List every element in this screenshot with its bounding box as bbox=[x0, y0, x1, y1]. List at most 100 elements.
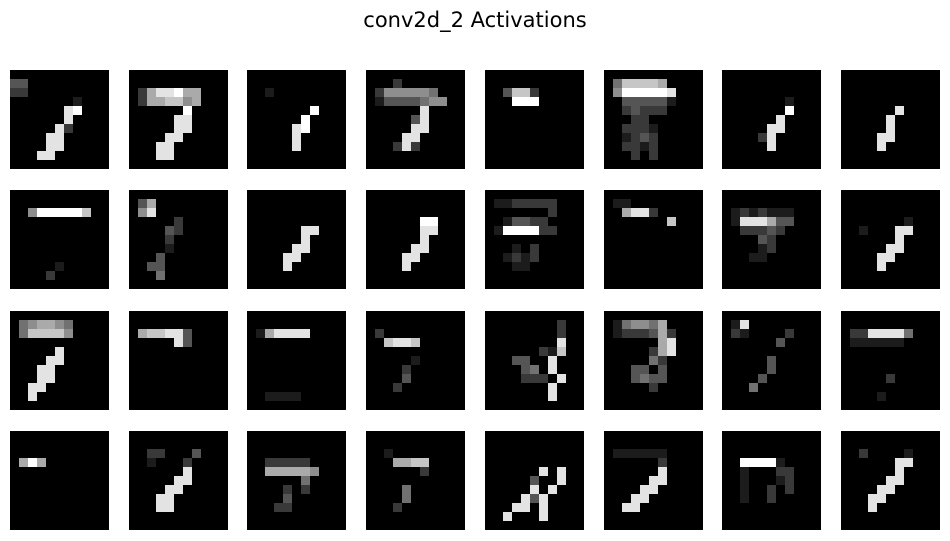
activation-pixel bbox=[785, 142, 794, 151]
activation-pixel bbox=[366, 115, 375, 124]
activation-pixel bbox=[640, 115, 649, 124]
activation-pixel bbox=[931, 512, 940, 521]
activation-pixel bbox=[366, 392, 375, 401]
activation-pixel bbox=[64, 199, 73, 208]
activation-pixel bbox=[841, 190, 850, 199]
activation-pixel bbox=[37, 79, 46, 88]
activation-pixel bbox=[384, 70, 393, 79]
activation-pixel bbox=[310, 374, 319, 383]
activation-pixel bbox=[640, 476, 649, 485]
activation-pixel bbox=[877, 383, 886, 392]
activation-pixel bbox=[731, 521, 740, 530]
activation-pixel bbox=[503, 70, 512, 79]
activation-pixel bbox=[485, 467, 494, 476]
activation-pixel bbox=[156, 142, 165, 151]
activation-pixel bbox=[812, 106, 821, 115]
activation-pixel bbox=[649, 383, 658, 392]
activation-pixel bbox=[174, 70, 183, 79]
activation-pixel bbox=[895, 476, 904, 485]
activation-pixel bbox=[37, 347, 46, 356]
activation-pixel bbox=[337, 512, 346, 521]
activation-pixel bbox=[174, 106, 183, 115]
activation-pixel bbox=[393, 320, 402, 329]
activation-pixel bbox=[904, 494, 913, 503]
activation-pixel bbox=[740, 467, 749, 476]
activation-pixel bbox=[812, 271, 821, 280]
activation-pixel bbox=[913, 88, 922, 97]
activation-pixel bbox=[147, 244, 156, 253]
activation-pixel bbox=[557, 142, 566, 151]
activation-pixel bbox=[319, 217, 328, 226]
activation-pixel bbox=[456, 485, 465, 494]
activation-pixel bbox=[429, 244, 438, 253]
activation-pixel bbox=[274, 467, 283, 476]
activation-pixel bbox=[895, 521, 904, 530]
activation-pixel bbox=[667, 106, 676, 115]
activation-pixel bbox=[913, 476, 922, 485]
activation-pixel bbox=[503, 320, 512, 329]
activation-pixel bbox=[913, 235, 922, 244]
activation-pixel bbox=[283, 151, 292, 160]
activation-pixel bbox=[219, 311, 228, 320]
activation-pixel bbox=[913, 199, 922, 208]
activation-pixel bbox=[566, 262, 575, 271]
activation-pixel bbox=[539, 356, 548, 365]
activation-pixel bbox=[922, 262, 931, 271]
activation-pixel bbox=[456, 401, 465, 410]
activation-pixel bbox=[10, 271, 19, 280]
activation-pixel bbox=[740, 226, 749, 235]
activation-pixel bbox=[904, 401, 913, 410]
activation-pixel bbox=[64, 160, 73, 169]
activation-pixel bbox=[604, 431, 613, 440]
activation-pixel bbox=[767, 374, 776, 383]
activation-pixel bbox=[156, 458, 165, 467]
activation-pixel bbox=[886, 151, 895, 160]
activation-pixel bbox=[530, 199, 539, 208]
activation-pixel bbox=[913, 262, 922, 271]
activation-pixel bbox=[895, 467, 904, 476]
activation-pixel bbox=[420, 431, 429, 440]
activation-pixel bbox=[247, 485, 256, 494]
activation-pixel bbox=[613, 485, 622, 494]
activation-pixel bbox=[174, 392, 183, 401]
activation-pixel bbox=[375, 458, 384, 467]
activation-pixel bbox=[156, 392, 165, 401]
activation-pixel bbox=[219, 374, 228, 383]
activation-pixel bbox=[850, 235, 859, 244]
activation-pixel bbox=[438, 280, 447, 289]
activation-pixel bbox=[548, 383, 557, 392]
activation-pixel bbox=[812, 512, 821, 521]
activation-pixel bbox=[566, 485, 575, 494]
activation-pixel bbox=[685, 521, 694, 530]
activation-pixel bbox=[328, 280, 337, 289]
activation-pixel bbox=[375, 88, 384, 97]
activation-pixel bbox=[64, 151, 73, 160]
activation-pixel bbox=[411, 392, 420, 401]
activation-pixel bbox=[794, 494, 803, 503]
activation-pixel bbox=[292, 217, 301, 226]
activation-pixel bbox=[165, 151, 174, 160]
activation-pixel bbox=[758, 503, 767, 512]
activation-pixel bbox=[156, 226, 165, 235]
activation-pixel bbox=[803, 374, 812, 383]
activation-pixel bbox=[429, 199, 438, 208]
activation-pixel bbox=[758, 521, 767, 530]
activation-pixel bbox=[694, 199, 703, 208]
activation-pixel bbox=[812, 449, 821, 458]
activation-pixel bbox=[494, 347, 503, 356]
activation-pixel bbox=[850, 320, 859, 329]
activation-pixel bbox=[658, 70, 667, 79]
activation-pixel bbox=[19, 401, 28, 410]
activation-pixel bbox=[512, 271, 521, 280]
activation-pixel bbox=[174, 190, 183, 199]
activation-pixel bbox=[429, 190, 438, 199]
activation-pixel bbox=[649, 124, 658, 133]
activation-pixel bbox=[758, 320, 767, 329]
activation-pixel bbox=[247, 383, 256, 392]
activation-pixel bbox=[758, 217, 767, 226]
activation-pixel bbox=[375, 449, 384, 458]
activation-pixel bbox=[640, 253, 649, 262]
activation-pixel bbox=[877, 79, 886, 88]
activation-pixel bbox=[877, 253, 886, 262]
activation-pixel bbox=[129, 262, 138, 271]
